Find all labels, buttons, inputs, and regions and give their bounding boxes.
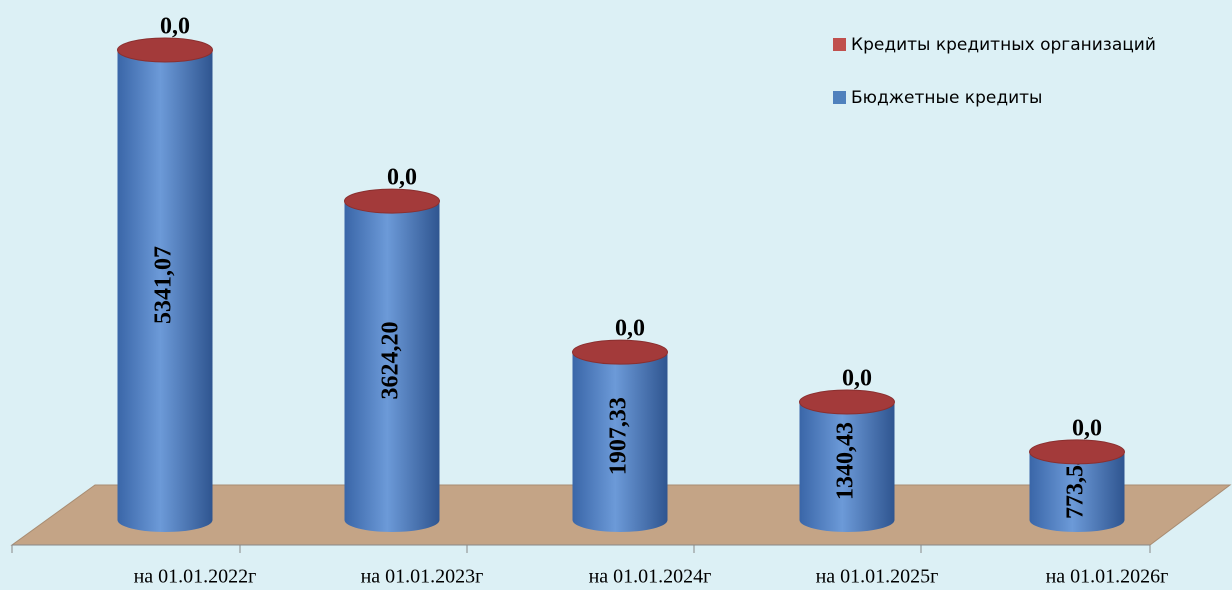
x-tick-label: на 01.01.2022г	[134, 566, 257, 588]
legend-label: Бюджетные кредиты	[851, 88, 1042, 108]
value-label: 5341,07	[151, 246, 177, 324]
x-tick-label: на 01.01.2024г	[589, 566, 712, 588]
value-label: 0,0	[1072, 415, 1102, 441]
value-label: 0,0	[160, 14, 190, 40]
cylinder-body	[117, 50, 213, 532]
value-label: 0,0	[387, 165, 417, 191]
x-axis	[11, 544, 1151, 553]
legend-swatch	[833, 91, 846, 104]
cylinder-body	[344, 201, 440, 532]
value-label: 1340,43	[833, 422, 859, 500]
x-tick-label: на 01.01.2025г	[816, 566, 939, 588]
value-label: 1907,33	[606, 397, 632, 475]
legend-swatch	[833, 38, 846, 51]
x-tick-label: на 01.01.2023г	[361, 566, 484, 588]
cylinder-cap	[572, 339, 668, 365]
value-label: 0,0	[842, 366, 872, 392]
value-label: 0,0	[615, 316, 645, 342]
legend-label: Кредиты кредитных организаций	[851, 35, 1156, 55]
cylinder-cap	[1029, 439, 1125, 465]
x-tick-label: на 01.01.2026г	[1046, 566, 1169, 588]
cylinder-cap	[117, 37, 213, 63]
value-label: 3624,20	[378, 322, 404, 400]
cylinder-body	[1029, 451, 1125, 532]
cylinder-body	[572, 352, 668, 532]
cylinder-body	[799, 402, 895, 532]
cylinder-cap	[799, 389, 895, 415]
cylinder-cap	[344, 188, 440, 214]
